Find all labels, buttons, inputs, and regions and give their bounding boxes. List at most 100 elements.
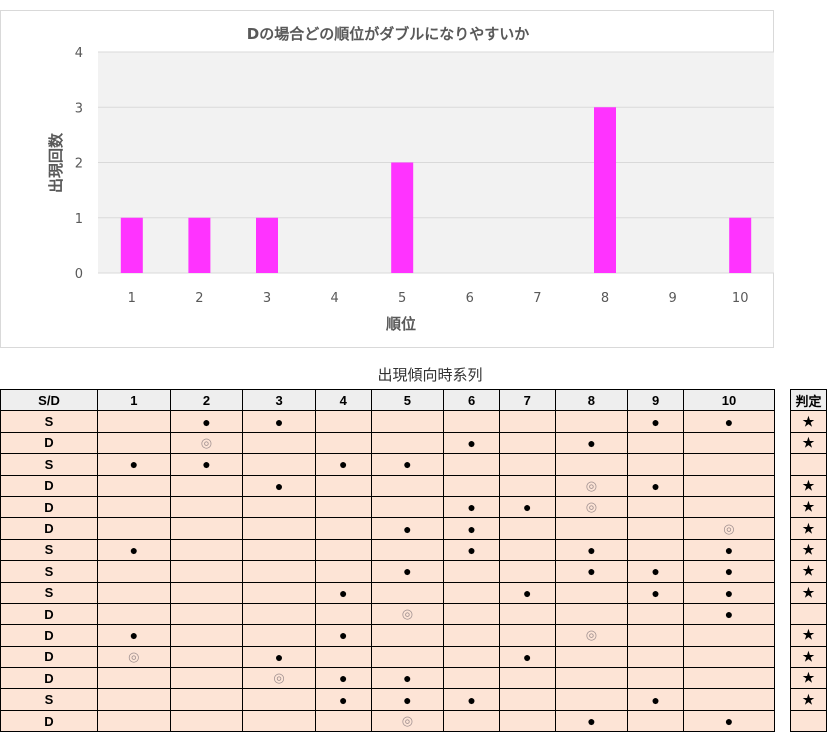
mark-cell: ● [498,645,556,669]
y-tick-label: 3 [75,101,83,116]
mark-cell: ● [627,560,684,583]
mark-cell [627,624,684,647]
judge-cell: ★ [790,581,827,604]
table-row: D ● ● ◎ [0,495,776,519]
mark-cell [443,453,500,476]
mark-cell [498,453,556,476]
mark-cell: ◎ [370,709,445,733]
mark-cell [554,688,629,711]
mark-cell: ● [627,688,684,711]
column-header: 3 [242,388,316,412]
judge-cell [790,453,827,476]
mark-cell: ● [370,453,445,476]
mark-cell [169,688,244,711]
table-row: D ◎ ● ● [0,645,776,669]
y-axis-label: 出現回数 [47,132,65,193]
mark-cell [682,474,776,497]
mark-cell [443,581,500,604]
mark-cell [370,410,445,433]
table-row: S ● ● ● ● [0,581,776,604]
chart-svg: Dの場合どの順位がダブルになりやすいか 順位 出現回数 0 1 2 3 4 1 2 3 4 5 6 7… [47,25,774,333]
mark-cell [554,602,629,626]
mark-cell: ● [97,538,171,562]
mark-cell [314,495,372,519]
mark-cell [169,538,244,562]
sd-cell: D [0,667,98,690]
mark-cell [498,624,556,647]
judge-cell: ★ [790,688,827,711]
mark-cell [627,453,684,476]
judge-cell: ★ [790,474,827,497]
mark-cell [443,410,500,433]
mark-cell [627,538,684,562]
table-row: S ● ● ● ● [0,453,776,476]
mark-cell: ● [370,667,445,690]
mark-cell [443,709,500,733]
mark-cell [97,560,171,583]
mark-cell [314,709,372,733]
mark-cell [314,602,372,626]
mark-cell: ● [498,581,556,604]
mark-cell [554,517,629,540]
sd-cell: D [0,624,98,647]
mark-cell [242,538,316,562]
trend-table: S/D 1 2 3 4 5 6 7 8 9 10 S ● ● ● ● D ◎ ● ● S ● ● ● ● D ● ◎ ● D ● ● ◎ D ● ●… [0,388,776,733]
x-tick-label: 1 [128,291,136,306]
mark-cell: ◎ [242,667,316,690]
chart-title: Dの場合どの順位がダブルになりやすいか [247,25,529,43]
mark-cell [242,581,316,604]
judge-table: 判定 ★ ★ ★ ★ ★ ★ ★ ★ ★ ★ ★ ★ [790,388,827,733]
mark-cell [554,645,629,669]
mark-cell [242,709,316,733]
mark-cell [627,517,684,540]
mark-cell [169,602,244,626]
column-header: 5 [370,388,445,412]
mark-cell [682,624,776,647]
mark-cell: ● [169,453,244,476]
column-header: 1 [97,388,171,412]
column-header: 7 [498,388,556,412]
mark-cell: ● [498,495,556,519]
mark-cell [169,667,244,690]
mark-cell: ● [627,410,684,433]
mark-cell [498,709,556,733]
column-header: 6 [443,388,500,412]
judge-cell: ★ [790,517,827,540]
mark-cell [682,645,776,669]
mark-cell [314,431,372,455]
mark-cell: ● [370,688,445,711]
mark-cell [498,667,556,690]
mark-cell [169,560,244,583]
mark-cell [169,645,244,669]
column-header: 2 [169,388,244,412]
mark-cell [314,517,372,540]
mark-cell: ● [554,560,629,583]
mark-cell: ◎ [682,517,776,540]
mark-cell: ● [370,517,445,540]
table-caption: 出現傾向時系列 [377,366,483,384]
mark-cell [682,667,776,690]
mark-cell [370,431,445,455]
sd-cell: D [0,517,98,540]
mark-cell [242,431,316,455]
mark-cell [242,688,316,711]
mark-cell: ● [682,602,776,626]
mark-cell: ● [242,645,316,669]
mark-cell: ● [314,667,372,690]
x-tick-label: 10 [732,291,749,306]
x-tick-label: 4 [330,291,338,306]
mark-cell [443,602,500,626]
sd-cell: D [0,495,98,519]
y-tick-label: 1 [75,212,83,227]
mark-cell: ● [682,709,776,733]
mark-cell: ● [443,495,500,519]
mark-cell: ● [97,624,171,647]
mark-cell: ◎ [554,624,629,647]
x-tick-label: 2 [195,291,203,306]
mark-cell [169,709,244,733]
table-row: D ◎ ● ● [0,431,776,455]
mark-cell [443,560,500,583]
sd-cell: S [0,410,98,433]
mark-cell: ● [242,410,316,433]
table-row: D ● ● ◎ [0,517,776,540]
